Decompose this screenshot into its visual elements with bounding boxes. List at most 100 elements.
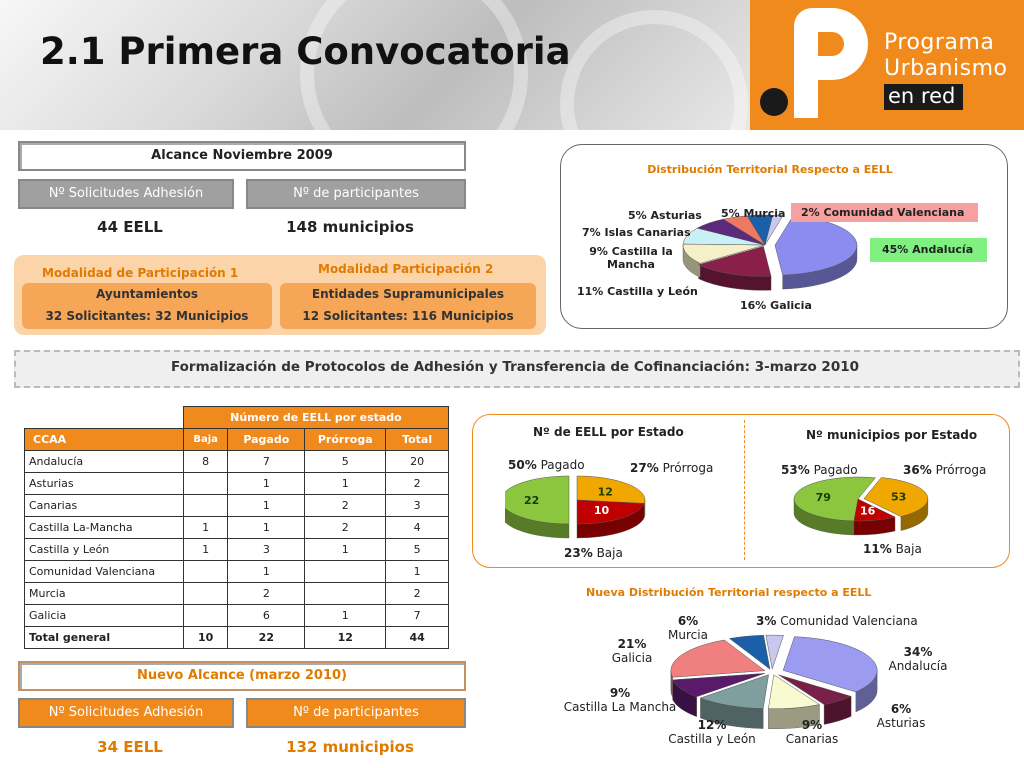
- pie4-label-murcia: 6% Murcia: [668, 614, 708, 642]
- pie4-label-cvalenciana: 3% Comunidad Valenciana: [756, 614, 918, 628]
- nuevo-alcance-title: Nuevo Alcance (marzo 2010): [18, 661, 466, 691]
- estado-divider: [744, 420, 745, 560]
- table-cell-value: [182, 494, 229, 517]
- participantes-button[interactable]: Nº de participantes: [246, 179, 466, 209]
- pie1-label-asturias: 5% Asturias: [628, 209, 702, 222]
- pie-slice: [853, 498, 896, 522]
- header-banner: [0, 0, 750, 130]
- pie1-label-murcia: 5% Murcia: [721, 207, 786, 220]
- eell-count: 44 EELL: [97, 218, 163, 236]
- pie-slice: [576, 499, 645, 525]
- nuevo-solicitudes-button[interactable]: Nº Solicitudes Adhesión: [18, 698, 234, 728]
- pie-slice: [782, 636, 878, 693]
- page-title: 2.1 Primera Convocatoria: [40, 30, 571, 73]
- modalidad2-line1: Entidades Supramunicipales: [311, 287, 505, 301]
- pie4-label-andalucia: 34% Andalucía: [888, 645, 948, 673]
- pie1-label-canarias: 7% Islas Canarias: [582, 226, 691, 239]
- pie2-chart: 22 12 10: [505, 475, 646, 539]
- solicitudes-button[interactable]: Nº Solicitudes Adhesión: [18, 179, 234, 209]
- table-cell-value: 1: [182, 516, 229, 539]
- pie-slice: [505, 475, 570, 525]
- logo-text-line1: Programa: [884, 30, 995, 55]
- modalidad2-box: Entidades Supramunicipales 12 Solicitant…: [280, 283, 536, 329]
- pie4-title: Nueva Distribución Territorial respecto …: [586, 586, 872, 599]
- pie4-label-canarias: 9% Canarias: [785, 718, 839, 746]
- pie-value-label: 16: [860, 505, 876, 518]
- pie2-label-baja: 23% Baja: [564, 546, 623, 560]
- pie4-label-cleon: 12% Castilla y León: [668, 718, 756, 746]
- table-cell-value: 1: [304, 604, 387, 627]
- pie1-label-clamancha: 9% Castilla la Mancha: [589, 245, 673, 271]
- table-cell-value: [304, 582, 387, 605]
- table-cell-ccaa: Canarias: [24, 494, 184, 517]
- table-cell-value: 4: [385, 516, 449, 539]
- pie-slice: [699, 674, 769, 709]
- table-header-baja: Baja: [182, 428, 229, 451]
- pie2-title: Nº de EELL por Estado: [533, 425, 684, 439]
- table-cell-value: 1: [304, 538, 387, 561]
- pie-value-label: 12: [598, 485, 613, 498]
- table-cell-ccaa: Andalucía: [24, 450, 184, 473]
- table-header-prorroga: Prórroga: [304, 428, 387, 451]
- pie-value-label: 22: [524, 494, 539, 507]
- table-row: Comunidad Valenciana 1 1: [24, 560, 449, 583]
- table-header-pagado: Pagado: [227, 428, 306, 451]
- table-cell-ccaa: Murcia: [24, 582, 184, 605]
- pie3-label-baja: 11% Baja: [863, 542, 922, 556]
- modalidad2-line2: 12 Solicitantes: 116 Municipios: [302, 309, 514, 323]
- pie-slice: [670, 639, 766, 678]
- pie1-label-cleon: 11% Castilla y León: [577, 285, 698, 298]
- table-total-total: 44: [385, 626, 449, 649]
- table-cell-value: [304, 560, 387, 583]
- pie4-label-clamancha: 9% Castilla La Mancha: [563, 686, 677, 714]
- formalizacion-text: Formalización de Protocolos de Adhesión …: [170, 359, 860, 375]
- table-cell-value: 1: [385, 560, 449, 583]
- pie4-label-asturias: 6% Asturias: [876, 702, 926, 730]
- logo-dot-icon: [760, 88, 788, 116]
- pie1-label-galicia: 16% Galicia: [740, 299, 812, 312]
- pie-slice: [576, 475, 646, 504]
- eell-estado-table: Número de EELL por estado CCAA Baja Paga…: [24, 406, 450, 649]
- nuevo-participantes-button[interactable]: Nº de participantes: [246, 698, 466, 728]
- table-cell-value: 20: [385, 450, 449, 473]
- modalidad1-line1: Ayuntamientos: [95, 287, 199, 301]
- table-cell-ccaa: Castilla La-Mancha: [24, 516, 184, 539]
- table-header-ccaa: CCAA: [24, 428, 184, 451]
- table-cell-ccaa: Comunidad Valenciana: [24, 560, 184, 583]
- table-header-total: Total: [385, 428, 449, 451]
- modalidad1-box: Ayuntamientos 32 Solicitantes: 32 Munici…: [22, 283, 272, 329]
- pie3-chart: 79 53 16: [793, 476, 929, 536]
- pie-slice: [765, 634, 784, 671]
- table-cell-value: 6: [227, 604, 306, 627]
- pie4-chart: [670, 634, 878, 730]
- table-cell-value: 5: [385, 538, 449, 561]
- table-cell-value: [182, 560, 229, 583]
- table-total-prorroga: 12: [304, 626, 387, 649]
- nuevo-municipios-count: 132 municipios: [286, 738, 414, 756]
- table-cell-value: 5: [304, 450, 387, 473]
- pie3-label-pagado: 53% Pagado: [781, 463, 858, 477]
- pie-value-label: 53: [891, 491, 906, 504]
- table-group-header: Número de EELL por estado: [182, 406, 450, 429]
- table-row: Andalucía 8 7 5 20: [24, 450, 449, 473]
- pie-slice: [768, 674, 821, 710]
- table-cell-ccaa: Castilla y León: [24, 538, 184, 561]
- pie3-title: Nº municipios por Estado: [806, 428, 978, 442]
- pie-slice: [863, 477, 929, 517]
- table-cell-value: 1: [227, 472, 306, 495]
- table-cell-value: [182, 582, 229, 605]
- table-total-pagado: 22: [227, 626, 306, 649]
- logo-p-icon: [794, 8, 868, 118]
- table-row: Galicia 6 1 7: [24, 604, 449, 627]
- pie-value-label: 79: [816, 491, 831, 504]
- modalidad1-line2: 32 Solicitantes: 32 Municipios: [45, 309, 249, 323]
- alcance-title: Alcance Noviembre 2009: [18, 141, 466, 171]
- table-cell-value: 2: [227, 582, 306, 605]
- table-cell-value: 1: [304, 472, 387, 495]
- table-cell-value: 7: [227, 450, 306, 473]
- table-empty-corner: [25, 407, 184, 429]
- table-cell-value: 3: [385, 494, 449, 517]
- table-row: Castilla La-Mancha 1 1 2 4: [24, 516, 449, 539]
- table-row: Murcia 2 2: [24, 582, 449, 605]
- table-cell-value: 1: [227, 516, 306, 539]
